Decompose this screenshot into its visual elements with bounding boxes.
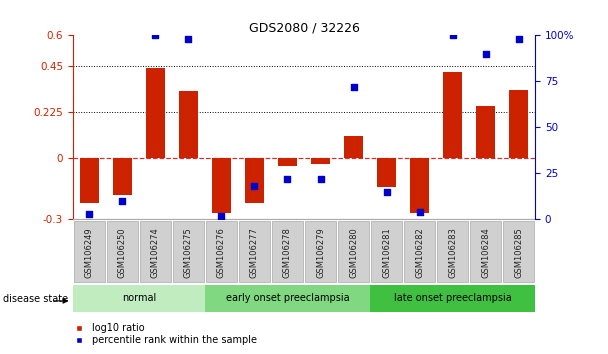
- Text: late onset preeclampsia: late onset preeclampsia: [393, 293, 511, 303]
- Point: [348, 84, 358, 90]
- Point: [250, 183, 260, 189]
- Point: [316, 176, 325, 182]
- Bar: [477, 106, 495, 158]
- FancyBboxPatch shape: [272, 221, 303, 282]
- Bar: [80, 158, 98, 203]
- Text: GSM106279: GSM106279: [316, 227, 325, 278]
- Point: [184, 36, 193, 42]
- FancyBboxPatch shape: [74, 221, 105, 282]
- Text: GSM106274: GSM106274: [151, 227, 160, 278]
- Bar: [278, 158, 297, 166]
- FancyBboxPatch shape: [503, 221, 534, 282]
- FancyBboxPatch shape: [305, 221, 336, 282]
- Bar: [147, 68, 165, 158]
- FancyBboxPatch shape: [337, 221, 369, 282]
- Bar: [378, 158, 396, 187]
- Text: GSM106277: GSM106277: [250, 227, 259, 278]
- Bar: [311, 158, 330, 164]
- FancyBboxPatch shape: [205, 285, 370, 312]
- Text: GSM106284: GSM106284: [481, 227, 490, 278]
- Title: GDS2080 / 32226: GDS2080 / 32226: [249, 21, 359, 34]
- Point: [283, 176, 292, 182]
- Point: [216, 213, 226, 219]
- Bar: [179, 91, 198, 158]
- Point: [514, 36, 523, 42]
- Text: GSM106280: GSM106280: [349, 227, 358, 278]
- Bar: [510, 90, 528, 158]
- Bar: [443, 72, 461, 158]
- Text: GSM106281: GSM106281: [382, 227, 391, 278]
- Point: [447, 33, 457, 38]
- Text: GSM106276: GSM106276: [217, 227, 226, 278]
- Text: GSM106285: GSM106285: [514, 227, 523, 278]
- Point: [481, 51, 491, 57]
- Text: normal: normal: [122, 293, 156, 303]
- Text: GSM106275: GSM106275: [184, 227, 193, 278]
- FancyBboxPatch shape: [239, 221, 271, 282]
- Point: [382, 189, 392, 195]
- FancyBboxPatch shape: [470, 221, 502, 282]
- Bar: [113, 158, 131, 195]
- FancyBboxPatch shape: [206, 221, 237, 282]
- FancyBboxPatch shape: [404, 221, 435, 282]
- Point: [85, 211, 94, 217]
- FancyBboxPatch shape: [371, 221, 402, 282]
- Text: GSM106283: GSM106283: [448, 227, 457, 278]
- FancyBboxPatch shape: [173, 221, 204, 282]
- Text: GSM106278: GSM106278: [283, 227, 292, 278]
- Point: [151, 33, 161, 38]
- Text: early onset preeclampsia: early onset preeclampsia: [226, 293, 350, 303]
- Legend: log10 ratio, percentile rank within the sample: log10 ratio, percentile rank within the …: [66, 319, 261, 349]
- Text: GSM106249: GSM106249: [85, 227, 94, 278]
- Text: disease state: disease state: [3, 294, 68, 304]
- Bar: [212, 158, 230, 213]
- FancyBboxPatch shape: [437, 221, 468, 282]
- Bar: [344, 136, 362, 158]
- Point: [415, 209, 424, 215]
- Bar: [246, 158, 263, 203]
- FancyBboxPatch shape: [106, 221, 138, 282]
- Text: GSM106250: GSM106250: [118, 227, 127, 278]
- Text: GSM106282: GSM106282: [415, 227, 424, 278]
- Point: [117, 198, 127, 204]
- FancyBboxPatch shape: [73, 285, 205, 312]
- FancyBboxPatch shape: [370, 285, 535, 312]
- FancyBboxPatch shape: [140, 221, 171, 282]
- Bar: [410, 158, 429, 213]
